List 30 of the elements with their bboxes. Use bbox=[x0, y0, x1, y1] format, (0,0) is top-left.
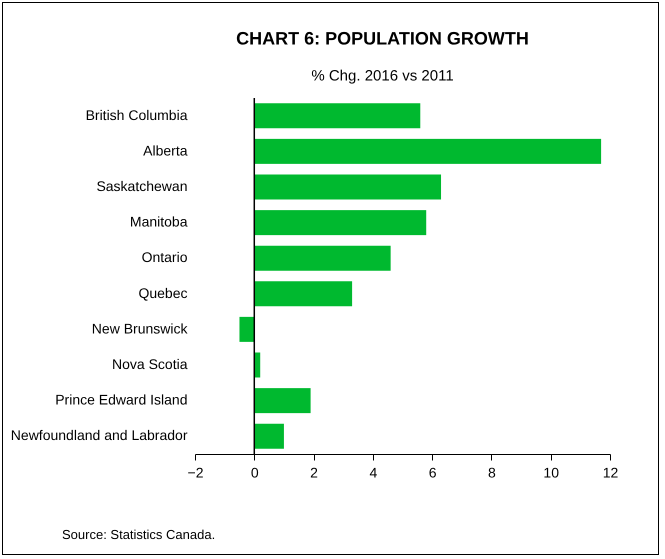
x-tick-label: 2 bbox=[310, 464, 318, 480]
bar bbox=[239, 316, 254, 342]
y-tick-label: Saskatchewan bbox=[96, 178, 188, 194]
source-note: Source: Statistics Canada. bbox=[62, 527, 216, 542]
y-tick-label: Quebec bbox=[138, 284, 188, 301]
y-tick-label: British Columbia bbox=[86, 106, 188, 123]
x-tick-label: 6 bbox=[428, 464, 437, 480]
bar bbox=[254, 138, 602, 164]
y-tick-label: Ontario bbox=[142, 249, 188, 266]
bar bbox=[254, 281, 352, 306]
x-tick-label: 10 bbox=[543, 464, 560, 480]
y-tick-label: Nova Scotia bbox=[112, 356, 188, 372]
y-tick-label: Newfoundland and Labrador bbox=[10, 427, 188, 444]
y-tick-label: New Brunswick bbox=[92, 320, 188, 336]
x-tick-label: 0 bbox=[250, 464, 259, 480]
bar bbox=[254, 174, 442, 200]
bar bbox=[254, 246, 391, 271]
x-tick-label: 12 bbox=[602, 464, 618, 480]
chart-subtitle: % Chg. 2016 vs 2011 bbox=[311, 67, 454, 84]
x-tick-label: 4 bbox=[369, 464, 378, 480]
y-tick-label: Manitoba bbox=[130, 214, 188, 230]
x-tick-label: −2 bbox=[188, 464, 204, 480]
y-tick-label: Alberta bbox=[143, 142, 188, 158]
bar bbox=[254, 388, 311, 414]
bar bbox=[254, 210, 426, 236]
bar bbox=[254, 103, 420, 128]
y-tick-label: Prince Edward Island bbox=[55, 392, 188, 408]
x-tick-label: 8 bbox=[488, 464, 496, 480]
bar bbox=[254, 424, 284, 449]
chart-title: CHART 6: POPULATION GROWTH bbox=[236, 28, 529, 48]
